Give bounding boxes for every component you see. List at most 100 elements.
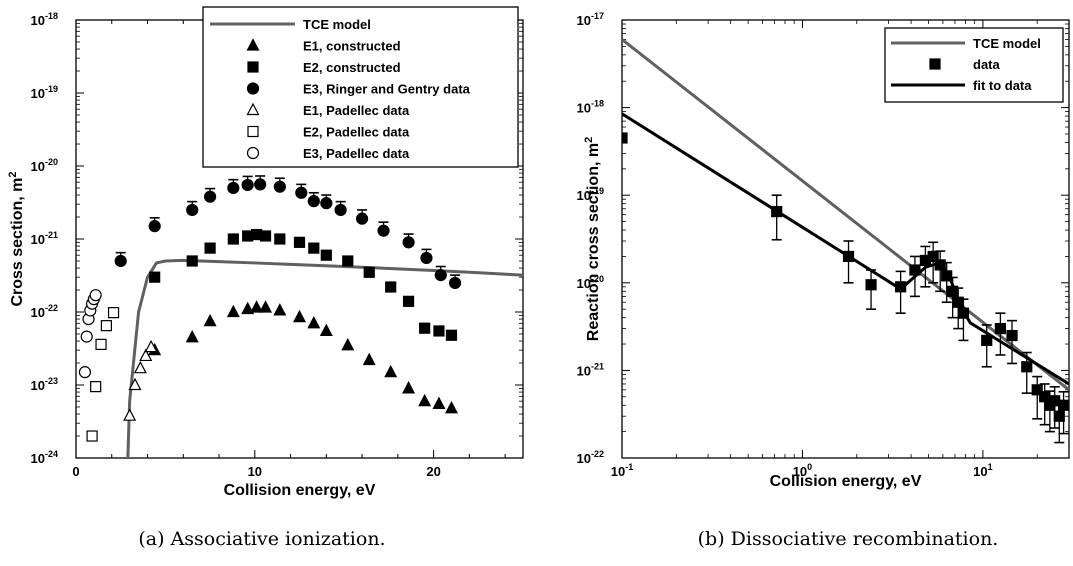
- series-data: [622, 132, 1069, 444]
- y-tick-label: 10-20: [31, 157, 58, 174]
- data-point: [981, 334, 993, 347]
- chart-associative-ionization: 10-24 10-23 10-22 10-21 10-20 10-19 10-18 0 10 20…: [7, 6, 524, 499]
- error-bar: [1058, 390, 1069, 435]
- data-point: [994, 323, 1006, 335]
- series-tce-model: [622, 38, 1069, 392]
- data-point: [865, 279, 877, 291]
- series-e1-constructed: [148, 300, 458, 414]
- legend-label: E3, Ringer and Gentry data: [303, 82, 471, 97]
- data-point: [434, 269, 447, 282]
- error-bar: [1007, 319, 1018, 365]
- x-tick-label: 101: [973, 462, 992, 479]
- data-point: [355, 212, 369, 225]
- data-point: [204, 242, 216, 254]
- model-line: [126, 258, 523, 458]
- legend-label: E2, Padellec data: [303, 125, 410, 140]
- data-point: [149, 271, 161, 283]
- error-bar: [1032, 375, 1043, 420]
- series-e2-constructed: [149, 228, 458, 341]
- error-bar: [941, 261, 952, 304]
- data-point: [250, 300, 264, 313]
- data-point: [273, 180, 286, 193]
- legend: TCE model data fit to data: [884, 27, 1064, 103]
- data-point: [148, 220, 161, 233]
- legend-label: E1, Padellec data: [303, 103, 410, 118]
- y-axis-label: Cross section, m2: [7, 171, 26, 306]
- y-tick-label: 10-19: [577, 186, 604, 203]
- error-bar: [958, 298, 969, 342]
- legend: TCE model E1, constructed E2, constructed E…: [202, 6, 519, 168]
- error-bar: [935, 250, 946, 293]
- error-bar: [928, 241, 939, 284]
- legend-marker: [247, 61, 259, 73]
- data-point: [385, 281, 397, 293]
- data-point: [418, 393, 432, 407]
- fit-line: [622, 112, 1069, 386]
- legend-box: [884, 27, 1064, 103]
- data-point: [107, 307, 120, 319]
- data-point: [274, 233, 286, 245]
- legend-label: E1, constructed: [303, 39, 401, 54]
- y-tick-label: 10-17: [577, 11, 604, 28]
- data-point: [308, 242, 320, 254]
- data-point: [227, 233, 239, 245]
- data-point: [433, 325, 445, 337]
- y-tick-label: 10-20: [577, 274, 604, 291]
- data-point: [254, 178, 267, 191]
- data-point: [114, 254, 127, 268]
- data-point: [295, 186, 308, 199]
- series-fit-to-data: [622, 112, 1069, 386]
- x-tick-label: 100: [793, 462, 812, 479]
- data-point: [1006, 329, 1018, 342]
- data-point: [293, 309, 306, 323]
- legend-marker: [929, 58, 941, 70]
- data-point: [342, 255, 354, 267]
- data-point: [133, 360, 147, 374]
- chart-dissociative-recombination: 10-22 10-21 10-20 10-19 10-18 10-17 10-1 100 101…: [577, 11, 1070, 490]
- series-e3-ringer-and-gentry-data: [114, 175, 462, 290]
- y-tick-label: 10-23: [31, 376, 58, 393]
- data-point: [1021, 361, 1033, 373]
- data-point: [363, 266, 375, 278]
- legend-label: data: [973, 57, 1001, 72]
- x-axis-label: Collision energy, eV: [224, 482, 376, 499]
- y-axis-label: Reaction cross section, m2: [583, 137, 602, 341]
- caption-associative-ionization: (a) Associative ionization.: [138, 528, 386, 550]
- data-point: [90, 381, 102, 393]
- data-point: [204, 190, 217, 203]
- data-point: [1053, 410, 1065, 422]
- data-point: [78, 366, 92, 379]
- legend-marker: [246, 38, 260, 51]
- data-point: [227, 181, 240, 195]
- data-point: [927, 250, 939, 263]
- data-point: [144, 339, 158, 353]
- y-tick-label: 10-18: [31, 11, 58, 28]
- model-line: [622, 38, 1069, 392]
- legend-label: E3, Padellec data: [303, 146, 410, 161]
- x-tick-label: 0: [72, 464, 79, 479]
- data-point: [432, 396, 446, 410]
- data-point: [123, 408, 137, 421]
- plot-area: [78, 175, 523, 458]
- data-point: [273, 303, 287, 316]
- data-point: [334, 203, 347, 217]
- data-point: [402, 295, 415, 307]
- data-point: [139, 348, 153, 362]
- data-point: [185, 330, 199, 343]
- data-point: [320, 249, 332, 261]
- data-point: [100, 320, 112, 332]
- data-point: [203, 313, 217, 327]
- data-point: [1057, 399, 1069, 411]
- data-point: [420, 251, 433, 265]
- legend-label: E2, constructed: [303, 60, 401, 75]
- error-bar: [771, 194, 782, 241]
- x-tick-label: 20: [426, 464, 440, 479]
- legend-marker: [246, 102, 260, 116]
- data-point: [384, 364, 398, 378]
- y-tick-label: 10-21: [31, 230, 58, 247]
- data-point: [1031, 384, 1043, 396]
- data-point: [186, 255, 198, 267]
- data-point: [402, 236, 415, 249]
- data-point: [259, 300, 273, 313]
- data-point: [89, 289, 102, 302]
